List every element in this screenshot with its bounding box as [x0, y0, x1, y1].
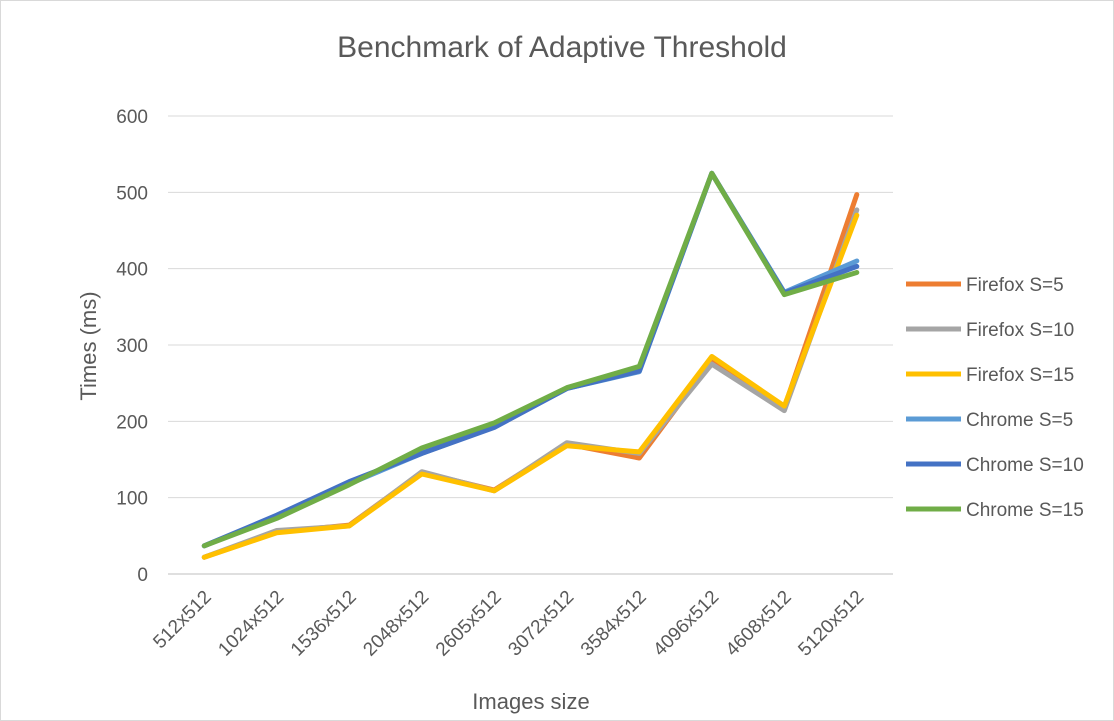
y-tick-label: 600: [116, 107, 148, 128]
x-tick-label: 1024x512: [214, 587, 288, 661]
series-line-chrome-s-5: [201, 170, 860, 549]
x-tick-label: 2605x512: [432, 587, 506, 661]
x-axis-tick-labels: 512x5121024x5121536x5122048x5122605x5123…: [149, 587, 868, 661]
y-tick-label: 500: [116, 183, 148, 204]
y-tick-label: 400: [116, 260, 148, 281]
y-axis-tick-labels: 0 100 200 300 400 500 600: [116, 107, 148, 586]
y-tick-label: 100: [116, 489, 148, 510]
x-tick-label: 3072x512: [504, 587, 578, 661]
y-axis-title: Times (ms): [76, 291, 101, 400]
x-axis-title: Images size: [472, 689, 589, 714]
legend: Firefox S=5 Firefox S=10 Firefox S=15 Chrom…: [906, 275, 1084, 521]
x-tick-label: 3584x512: [577, 587, 651, 661]
legend-label: Chrome S=5: [966, 410, 1073, 431]
series-lines: [201, 170, 860, 560]
legend-label: Firefox S=15: [966, 365, 1074, 386]
y-tick-label: 300: [116, 336, 148, 357]
legend-label: Firefox S=5: [966, 275, 1064, 296]
legend-label: Chrome S=15: [966, 500, 1084, 521]
gridlines: [168, 115, 893, 575]
legend-label: Firefox S=10: [966, 320, 1074, 341]
x-tick-label: 512x512: [149, 587, 215, 653]
legend-label: Chrome S=10: [966, 455, 1084, 476]
y-tick-label: 200: [116, 412, 148, 433]
y-tick-label: 0: [137, 565, 148, 586]
series-line-chrome-s-15: [201, 170, 860, 549]
chart-title: Benchmark of Adaptive Threshold: [337, 31, 787, 64]
series-line-chrome-s-10: [201, 170, 860, 549]
x-tick-label: 4096x512: [649, 587, 723, 661]
x-tick-label: 1536x512: [287, 587, 361, 661]
series-line-firefox-s-15: [201, 212, 860, 560]
x-tick-label: 5120x512: [794, 587, 868, 661]
x-tick-label: 4608x512: [722, 587, 796, 661]
x-tick-label: 2048x512: [359, 587, 433, 661]
